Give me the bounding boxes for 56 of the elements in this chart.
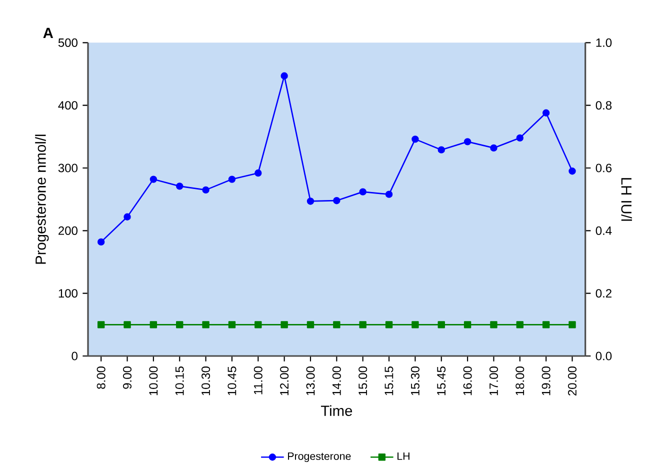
- y-axis-title: Progesterone nmol/l: [35, 134, 49, 264]
- y-tick-label: 400: [58, 101, 78, 110]
- x-tick-label: 15.45: [437, 366, 446, 396]
- point: [542, 109, 550, 116]
- x-axis-title: Time: [320, 405, 352, 416]
- point: [490, 144, 498, 152]
- point: [306, 198, 314, 205]
- y2-tick-label: 0.0: [596, 352, 612, 360]
- y-tick-label: 0: [72, 352, 78, 360]
- x-tick-label: 13.00: [306, 366, 315, 396]
- point: [412, 136, 419, 143]
- point: [568, 168, 576, 175]
- y2-tick-label: 0.2: [596, 289, 612, 298]
- y-tick-label: 300: [58, 164, 78, 172]
- y-tick-label: 200: [58, 226, 78, 235]
- y2-tick-label: 0.8: [596, 101, 612, 110]
- x-tick-label: 18.00: [516, 366, 524, 396]
- y2-tick-label: 0.4: [596, 226, 612, 235]
- point: [385, 190, 393, 198]
- point: [280, 72, 288, 80]
- x-tick-label: 11.00: [254, 366, 262, 394]
- point: [124, 213, 131, 220]
- y-tick-label: 500: [58, 38, 78, 47]
- x-tick-label: 9.00: [123, 366, 132, 389]
- legend-label: LH: [398, 452, 410, 460]
- point: [359, 188, 366, 196]
- x-tick-label: 10.15: [175, 366, 184, 396]
- point: [516, 134, 524, 142]
- x-tick-label: 8.00: [96, 366, 106, 389]
- point: [176, 182, 184, 190]
- x-tick-label: 15.30: [410, 366, 420, 396]
- point: [333, 196, 340, 204]
- x-tick-label: 10.45: [228, 366, 236, 396]
- x-tick-label: 15.00: [358, 366, 368, 396]
- x-tick-label: 15.15: [384, 366, 394, 396]
- y2-tick-label: 0.6: [596, 164, 612, 172]
- point: [438, 146, 445, 154]
- point: [228, 176, 236, 183]
- x-tick-label: 20.00: [568, 366, 577, 396]
- x-tick-label: 14.00: [332, 366, 341, 396]
- y2-tick-label: 1.0: [596, 38, 612, 47]
- point: [150, 176, 158, 183]
- point: [97, 238, 105, 246]
- y2-axis-title: LH IU/l: [621, 178, 632, 221]
- x-tick-label: 10.30: [202, 366, 210, 396]
- x-tick-label: 16.00: [463, 366, 472, 396]
- y-tick-label: 100: [58, 289, 78, 298]
- x-tick-label: 10.00: [149, 366, 158, 396]
- point: [464, 138, 472, 146]
- x-tick-label: 12.00: [280, 366, 289, 396]
- point: [202, 186, 210, 194]
- x-tick-label: 19.00: [542, 366, 550, 396]
- x-tick-label: 17.00: [489, 366, 498, 396]
- text: A: [43, 28, 54, 38]
- legend-label: Progesterone: [288, 452, 351, 462]
- point: [254, 169, 262, 177]
